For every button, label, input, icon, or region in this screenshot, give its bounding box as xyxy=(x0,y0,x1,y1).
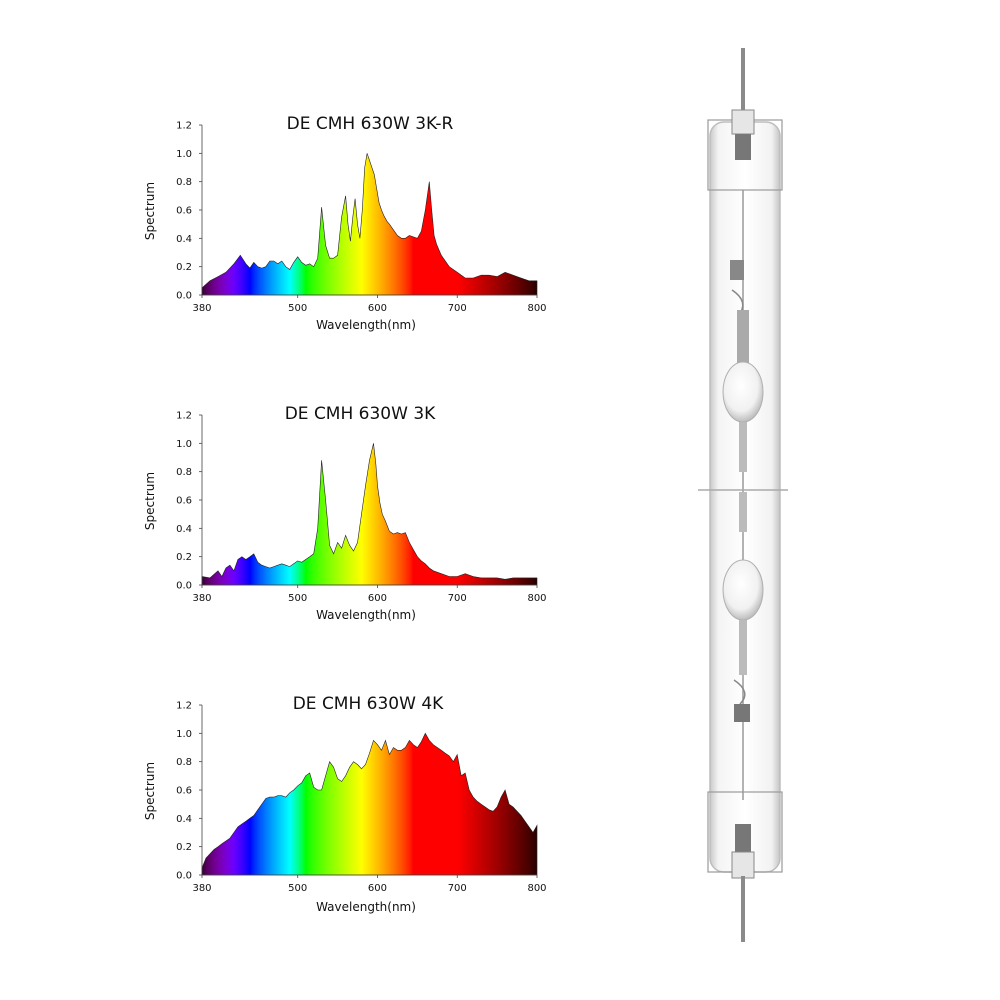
y-tick-label: 0.6 xyxy=(176,786,192,797)
x-tick-label: 500 xyxy=(288,883,307,894)
x-tick-label: 700 xyxy=(448,593,467,604)
x-tick-label: 500 xyxy=(288,593,307,604)
y-tick-label: 0.8 xyxy=(176,177,192,188)
x-tick-label: 600 xyxy=(368,883,387,894)
spectrum-chart-3k-r: DE CMH 630W 3K-R 0.0 0.2 0.4 0.6 0.8 1.0 1.2 38… xyxy=(143,114,547,332)
lead-wire-bottom-icon xyxy=(741,876,745,942)
chart-title: DE CMH 630W 4K xyxy=(293,694,444,714)
y-tick-label: 1.0 xyxy=(176,729,192,740)
x-tick-label: 800 xyxy=(527,593,546,604)
spectrum-area xyxy=(201,732,538,876)
x-tick-label: 800 xyxy=(527,303,546,314)
y-tick-label: 0.4 xyxy=(176,234,192,245)
chart-title: DE CMH 630W 3K xyxy=(285,404,436,424)
y-tick-label: 0.2 xyxy=(176,262,192,273)
arc-tube-upper-icon xyxy=(722,361,764,423)
x-tick-label: 800 xyxy=(527,883,546,894)
y-tick-label: 0.4 xyxy=(176,524,192,535)
x-tick-label: 500 xyxy=(288,303,307,314)
y-tick-label: 0.0 xyxy=(176,291,192,302)
y-tick-label: 1.2 xyxy=(176,701,192,712)
y-tick-label: 0.2 xyxy=(176,552,192,563)
x-tick-label: 380 xyxy=(192,303,211,314)
y-tick-label: 0.0 xyxy=(176,871,192,882)
x-axis-label: Wavelength(nm) xyxy=(316,900,416,914)
x-tick-label: 380 xyxy=(192,883,211,894)
y-tick-label: 1.2 xyxy=(176,411,192,422)
y-tick-label: 0.6 xyxy=(176,206,192,217)
lead-wire-top-icon xyxy=(741,48,745,120)
y-tick-label: 1.2 xyxy=(176,121,192,132)
spectrum-chart-3k: DE CMH 630W 3K 0.0 0.2 0.4 0.6 0.8 1.0 1.2 380 5… xyxy=(143,404,547,622)
x-axis-label: Wavelength(nm) xyxy=(316,608,416,622)
double-ended-lamp-illustration xyxy=(698,48,788,942)
x-tick-label: 380 xyxy=(192,593,211,604)
chart-title: DE CMH 630W 3K-R xyxy=(287,114,454,134)
x-tick-label: 700 xyxy=(448,883,467,894)
x-tick-label: 700 xyxy=(448,303,467,314)
y-axis-label: Spectrum xyxy=(143,182,157,240)
spring-bottom-icon xyxy=(735,824,751,854)
y-tick-label: 0.2 xyxy=(176,842,192,853)
spectrum-area xyxy=(201,443,538,586)
y-tick-label: 0.4 xyxy=(176,814,192,825)
y-tick-label: 1.0 xyxy=(176,149,192,160)
y-tick-label: 0.8 xyxy=(176,757,192,768)
spectrum-area xyxy=(201,153,538,296)
spectrum-chart-4k: DE CMH 630W 4K 0.0 0.2 0.4 0.6 0.8 1.0 1.2 380 5… xyxy=(143,694,547,914)
spring-top-icon xyxy=(735,134,751,160)
x-tick-label: 600 xyxy=(368,593,387,604)
x-axis-label: Wavelength(nm) xyxy=(316,318,416,332)
y-tick-label: 0.6 xyxy=(176,496,192,507)
arc-tube-lower-icon xyxy=(722,559,764,621)
y-axis-label: Spectrum xyxy=(143,762,157,820)
x-tick-label: 600 xyxy=(368,303,387,314)
y-tick-label: 1.0 xyxy=(176,439,192,450)
y-tick-label: 0.0 xyxy=(176,581,192,592)
y-axis-label: Spectrum xyxy=(143,472,157,530)
y-tick-label: 0.8 xyxy=(176,467,192,478)
